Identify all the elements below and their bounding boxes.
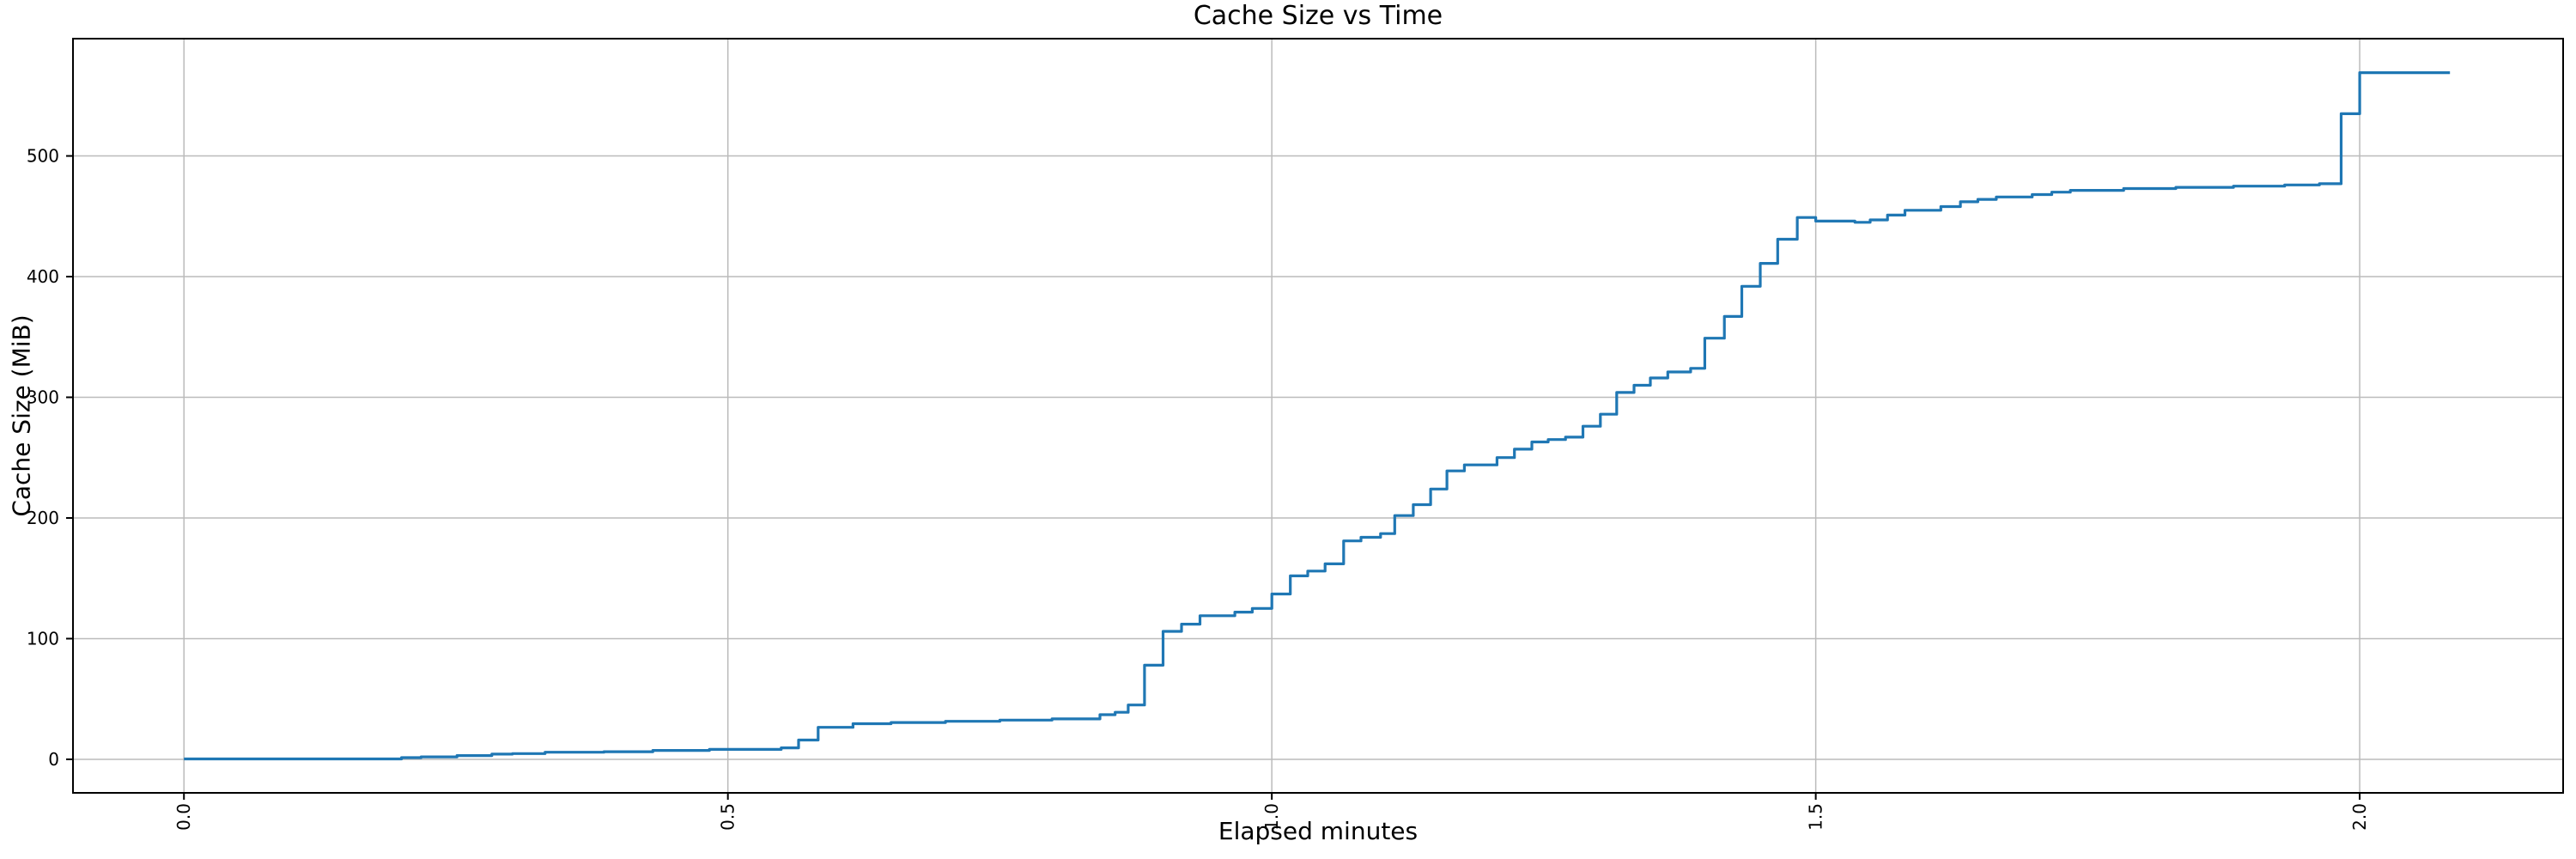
x-tick-label: 2.0 <box>2349 803 2370 831</box>
tick-labels: 0.0 0.5 1.0 1.5 2.0 0 100 200 300 400 500 <box>27 146 2370 831</box>
y-tick-label: 300 <box>27 387 59 408</box>
series-cache-size-line <box>184 71 2451 761</box>
x-tick-label: 1.0 <box>1261 803 1282 831</box>
y-tick-label: 400 <box>27 266 59 287</box>
y-tick-label: 100 <box>27 628 59 649</box>
y-tick-label: 0 <box>48 749 59 770</box>
ticks <box>66 155 2361 800</box>
axes-box <box>72 38 2564 794</box>
x-axis-label: Elapsed minutes <box>1218 817 1419 845</box>
y-tick-label: 500 <box>27 146 59 167</box>
chart-title: Cache Size vs Time <box>1193 1 1443 31</box>
x-tick-label: 1.5 <box>1806 803 1826 831</box>
y-tick-label: 200 <box>27 508 59 528</box>
x-tick-label: 0.5 <box>718 803 738 831</box>
gridlines <box>74 40 2562 792</box>
x-tick-label: 0.0 <box>173 803 194 831</box>
